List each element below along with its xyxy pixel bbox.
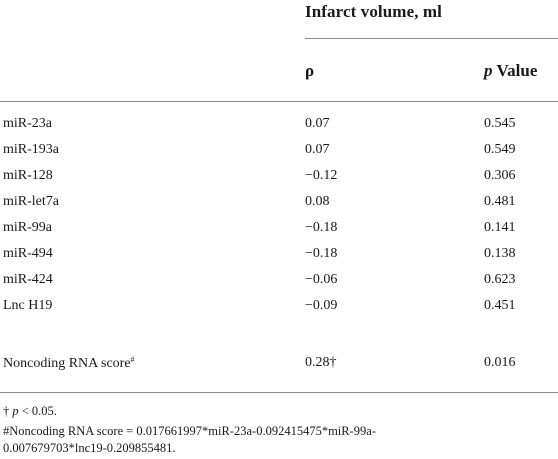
row-name: Lnc H19	[3, 298, 53, 313]
row-name: miR-193a	[3, 142, 59, 157]
row-rho: −0.06	[305, 272, 338, 287]
footnote-score-line-2: 0.007679703*lnc19-0.209855481.	[3, 441, 176, 455]
row-p-value: 0.451	[484, 298, 516, 313]
table-row: miR-23a 0.07 0.545	[0, 116, 558, 142]
row-name: miR-494	[3, 246, 53, 261]
row-name-wrapper: Noncoding RNA score#	[3, 355, 135, 372]
row-p-value: 0.016	[484, 355, 516, 370]
footnote-score-line-1: #Noncoding RNA score = 0.017661997*miR-2…	[3, 424, 376, 438]
header-rule	[0, 101, 558, 102]
row-name: miR-99a	[3, 220, 52, 235]
row-p-value: 0.141	[484, 220, 516, 235]
footnote-dagger: † p < 0.05.	[3, 404, 57, 419]
footnote-p-symbol: p	[12, 404, 19, 418]
group-header-rule	[305, 38, 558, 39]
group-header-infarct-volume: Infarct volume, ml	[305, 2, 442, 21]
table-bottom-rule	[0, 392, 558, 393]
row-p-value: 0.545	[484, 116, 516, 131]
row-p-value: 0.623	[484, 272, 516, 287]
column-header-p-symbol: p	[484, 61, 493, 80]
row-rho: 0.07	[305, 142, 330, 157]
row-rho: −0.12	[305, 168, 338, 183]
row-name: miR-23a	[3, 116, 52, 131]
table-row: miR-let7a 0.08 0.481	[0, 194, 558, 220]
row-name: miR-128	[3, 168, 53, 183]
row-name: miR-let7a	[3, 194, 59, 209]
row-rho: −0.09	[305, 298, 338, 313]
footnote-dagger-symbol: †	[3, 404, 13, 418]
row-name: miR-424	[3, 272, 53, 287]
row-rho: 0.07	[305, 116, 330, 131]
row-rho: −0.18	[305, 246, 338, 261]
row-name: Noncoding RNA score	[3, 356, 131, 371]
row-p-value: 0.481	[484, 194, 516, 209]
row-p-value: 0.549	[484, 142, 516, 157]
table-row: miR-99a −0.18 0.141	[0, 220, 558, 246]
table-row: miR-494 −0.18 0.138	[0, 246, 558, 272]
row-name-footnote-marker: #	[130, 355, 135, 364]
column-header-p-value: p Value	[484, 61, 537, 81]
row-p-value: 0.138	[484, 246, 516, 261]
row-rho: −0.18	[305, 220, 338, 235]
row-rho: 0.08	[305, 194, 330, 209]
table-row: miR-193a 0.07 0.549	[0, 142, 558, 168]
footnote-threshold: < 0.05.	[18, 404, 57, 418]
column-header-rho: ρ	[305, 61, 315, 80]
column-header-value-label: Value	[492, 61, 538, 80]
table-row: miR-128 −0.12 0.306	[0, 168, 558, 194]
table-row: miR-424 −0.06 0.623	[0, 272, 558, 298]
row-rho: 0.28†	[305, 355, 337, 370]
table-row: Lnc H19 −0.09 0.451	[0, 298, 558, 324]
row-p-value: 0.306	[484, 168, 516, 183]
table-row: Noncoding RNA score# 0.28† 0.016	[0, 355, 558, 381]
